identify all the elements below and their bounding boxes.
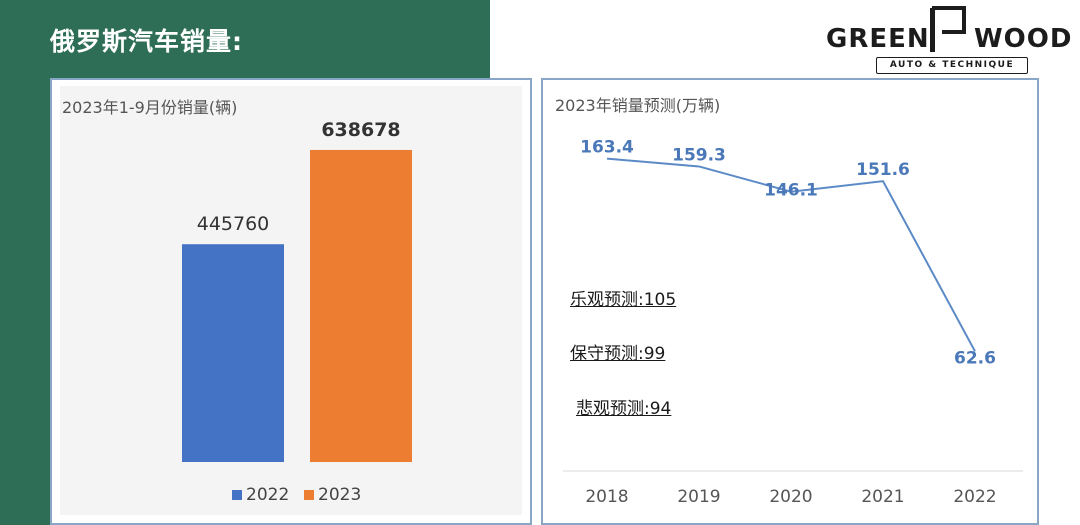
x-tick-label: 2021 bbox=[861, 487, 904, 507]
x-tick-label: 2020 bbox=[769, 487, 812, 507]
line-data-label: 146.1 bbox=[764, 181, 818, 201]
bar-chart-panel: 2023年1-9月份销量(辆) 445760 638678 2022 2023 bbox=[50, 78, 532, 525]
logo-word-wood: WOOD bbox=[974, 24, 1073, 54]
page-title: 俄罗斯汽车销量: bbox=[50, 27, 243, 56]
bar-data-label: 638678 bbox=[321, 119, 400, 141]
forecast-optimistic: 乐观预测:105 bbox=[570, 290, 677, 310]
line-chart-svg: 163.4 159.3 146.1 151.6 62.6 2018 2019 2020 2021… bbox=[563, 138, 1023, 507]
line-data-label: 163.4 bbox=[580, 138, 634, 158]
legend-swatch-2022 bbox=[232, 490, 242, 500]
x-tick-label: 2019 bbox=[677, 487, 720, 507]
forecast-conservative: 保守预测:99 bbox=[570, 344, 666, 364]
bar-chart-title: 2023年1-9月份销量(辆) bbox=[62, 98, 238, 117]
legend-label: 2023 bbox=[318, 485, 361, 505]
bar-chart-svg: 445760 638678 2022 2023 bbox=[182, 119, 412, 505]
forecast-pessimistic: 悲观预测:94 bbox=[576, 399, 672, 419]
line-data-label: 151.6 bbox=[856, 160, 910, 180]
legend-label: 2022 bbox=[246, 485, 289, 505]
line-data-label: 159.3 bbox=[672, 145, 726, 165]
bar-2023 bbox=[310, 149, 412, 462]
title-band bbox=[0, 0, 490, 78]
line-data-label: 62.6 bbox=[954, 348, 996, 368]
bar-data-label: 445760 bbox=[197, 213, 270, 235]
bar-2022 bbox=[182, 244, 284, 462]
logo-word-green: GREEN bbox=[826, 24, 930, 54]
logo-mark-icon bbox=[930, 6, 966, 52]
greenwood-logo: GREEN WOOD AUTO & TECHNIQUE bbox=[826, 6, 1074, 74]
line-chart-panel: 2023年销量预测(万辆) 163.4 159.3 146.1 151.6 62.6 20… bbox=[541, 78, 1039, 525]
line-chart-title: 2023年销量预测(万辆) bbox=[555, 96, 721, 115]
bar-chart-area bbox=[60, 86, 522, 515]
logo-tagline: AUTO & TECHNIQUE bbox=[876, 57, 1028, 74]
series-line bbox=[606, 157, 976, 352]
legend-swatch-2023 bbox=[304, 490, 314, 500]
x-tick-label: 2018 bbox=[585, 487, 628, 507]
x-tick-label: 2022 bbox=[953, 487, 996, 507]
side-band bbox=[0, 78, 50, 525]
